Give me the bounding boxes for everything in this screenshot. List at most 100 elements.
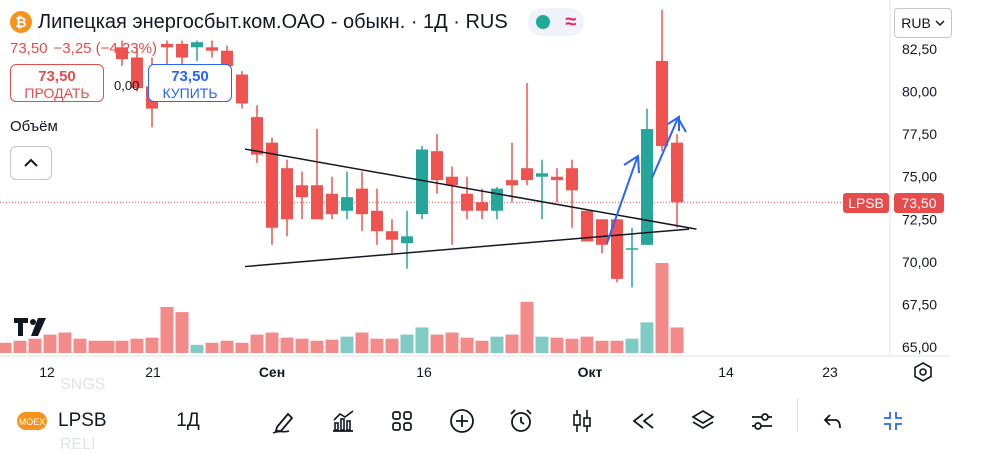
candle-body [281,168,293,220]
symbol-title[interactable]: Липецкая энергосбыт.ком.ОАО - обыкн. · 1… [38,10,508,33]
y-tick-label: 82,50 [902,41,937,57]
volume-bar [310,340,324,353]
volume-bar [0,342,12,353]
volume-bar [415,327,429,353]
price-change: −3,25 (−4,23%) [53,40,157,57]
volume-bar [58,332,72,353]
bottom-toolbar: MOEX LPSB 1Д [0,390,1000,450]
volume-bar [445,332,459,353]
buy-label: КУПИТЬ [162,85,218,101]
candle-body [566,168,578,191]
price-chart[interactable]: 82,50 80,00 77,50 75,00 72,50 70,00 67,50 65,00… [0,0,1000,390]
x-tick-label: 21 [145,364,161,380]
buy-button[interactable]: 73,50 КУПИТЬ [148,64,232,102]
rewind-icon[interactable] [628,406,660,436]
candle-body [476,202,488,211]
ticker-badge: LPSB [843,193,889,213]
volume-bar [490,336,504,353]
draw-icon[interactable] [268,406,300,436]
volume-bar [430,334,444,353]
chart-settings-icon[interactable] [912,361,934,383]
volume-bar [28,338,42,353]
indicators-icon[interactable] [327,406,359,436]
volume-bar [130,338,144,353]
volume-bar [355,332,369,353]
spread-value: 0,00 [114,78,140,93]
candle-body [356,188,368,215]
exchange-coin-icon: ₿ [10,11,32,33]
volume-bar [73,338,87,353]
volume-bar [505,334,519,353]
candle-body [341,197,353,211]
volume-bar [160,306,174,353]
currency-label: RUB [901,15,931,31]
volume-label: Объём [10,118,58,135]
volume-bar [655,263,669,353]
forecast-arrows [606,115,687,244]
volume-bar [88,340,102,353]
candle-body [206,47,218,51]
volume-bar [520,301,534,353]
y-tick-label: 80,00 [902,84,937,100]
currency-select[interactable]: RUB [894,8,952,38]
y-tick-label: 67,50 [902,296,937,312]
volume-bar [370,338,384,353]
chevron-up-icon [24,158,38,167]
layers-icon[interactable] [687,406,719,436]
market-status-icon [535,15,550,29]
data-delay-icon: ≈ [565,11,577,33]
undo-icon[interactable] [817,406,849,436]
toolbar-interval: 1Д [176,410,200,431]
replay-icon[interactable] [566,406,598,436]
x-tick-label: 23 [822,364,838,380]
templates-icon[interactable] [386,406,418,436]
channel-trendline [244,228,690,268]
time-axis: 12 21 Сен 16 Окт 14 23 [39,364,838,380]
alert-icon[interactable] [505,406,537,436]
forecast-arrowhead [623,154,640,174]
candle-body [416,149,428,215]
volume-bar [565,338,579,353]
y-tick-label: 75,00 [902,169,937,185]
candle-body [401,236,413,244]
x-tick-label: Окт [578,364,603,380]
price-axis: 82,50 80,00 77,50 75,00 72,50 70,00 67,50 65,00 [902,41,937,355]
add-icon[interactable] [446,406,478,436]
fullscreen-icon[interactable] [877,406,909,436]
toolbar-divider [797,398,798,432]
last-price: 73,50 [10,40,48,57]
symbol-search-button[interactable]: LPSB [58,406,118,436]
settings-icon[interactable] [746,406,778,436]
candle-body [446,176,458,186]
y-tick-label: 65,00 [902,339,937,355]
volume-bar [625,338,639,353]
volume-bar [265,332,279,353]
sell-button[interactable]: 73,50 ПРОДАТЬ [10,64,104,102]
svg-text:MOEX: MOEX [19,417,46,427]
chart-header: ₿ Липецкая энергосбыт.ком.ОАО - обыкн. ·… [10,8,508,36]
candle-body [131,57,143,89]
interval-button[interactable]: 1Д [168,406,208,436]
candle-body [506,180,518,186]
collapse-legend-button[interactable] [10,146,52,180]
volume-bar [280,337,294,353]
volume-bar [13,340,27,353]
volume-bar [340,336,354,353]
candle-body [371,210,383,232]
volume-bar [220,340,234,353]
candle-body [176,43,188,58]
volume-bar [640,322,654,353]
forecast-arrow [606,157,638,244]
candle-body [296,185,308,198]
candle-body [431,151,443,181]
volume-bar [325,339,339,353]
x-tick-label: 12 [39,364,55,380]
volume-bar [101,340,115,353]
candle-body [671,142,683,203]
status-pills[interactable]: ≈ [528,8,584,36]
candle-body [581,210,593,242]
exchange-logo-icon[interactable]: MOEX [14,406,50,436]
candle-body [656,60,668,147]
ghost-symbol-bottom: RELI [60,436,96,453]
candle-body [236,74,248,104]
